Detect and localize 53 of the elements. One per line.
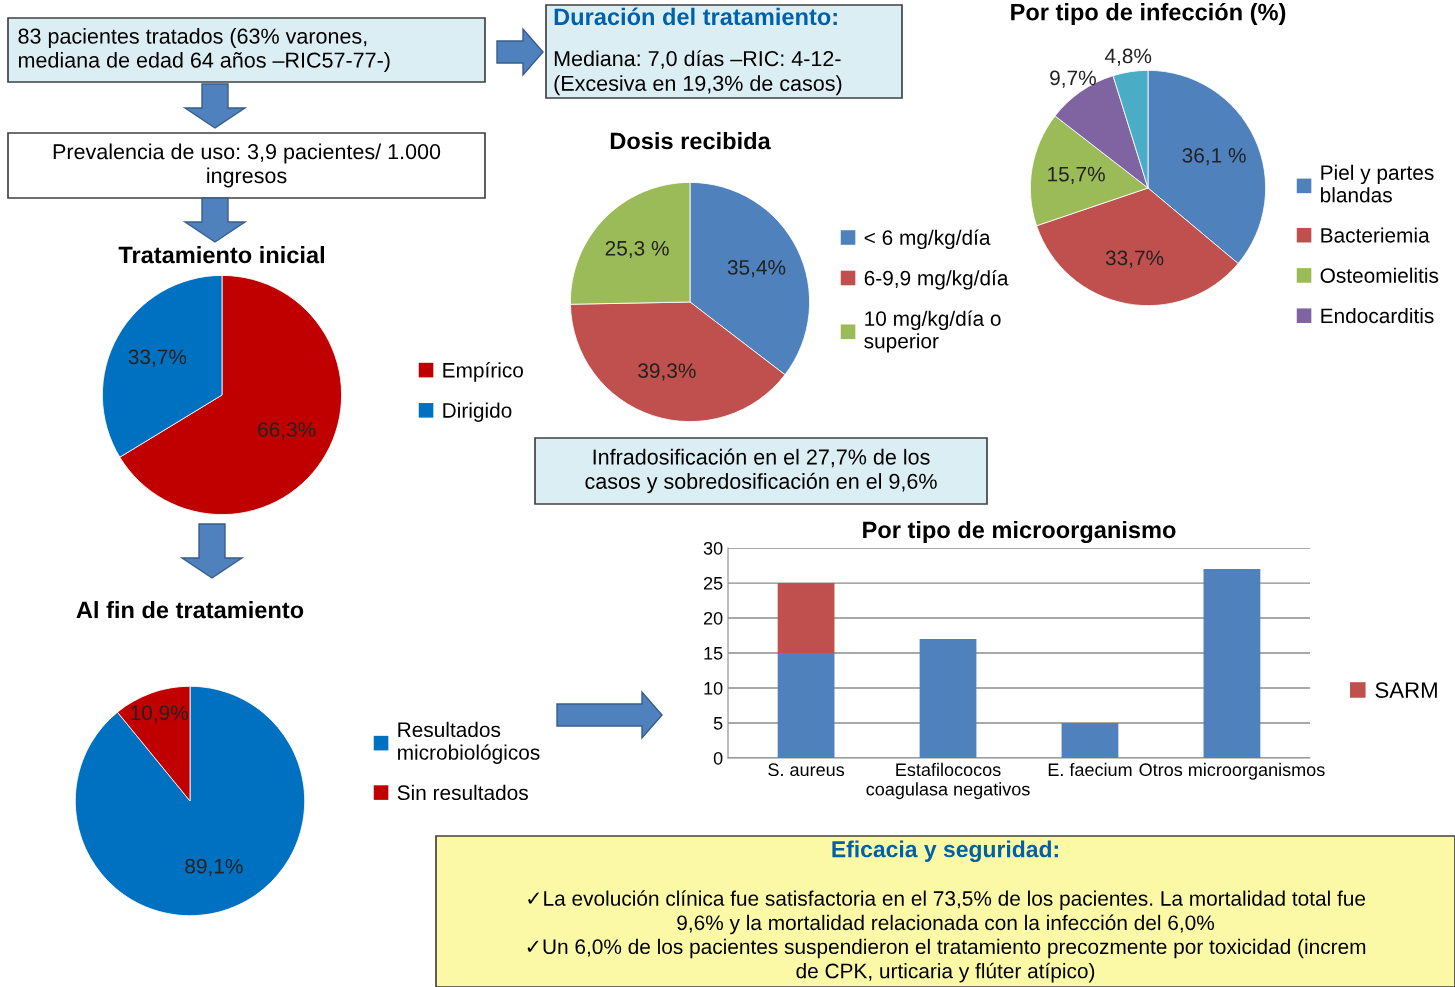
y-tick-label: 25 [703,576,723,590]
text: Mediana: 7,0 días –RIC: 4-12- (Excesiva en 19,3% de casos) [554,50,842,96]
bar [1061,723,1119,758]
text: Infradosificación en el 27,7% de los casos y sobredosificación en el 9,6% [585,448,937,494]
data-label: 10,9% [131,705,188,723]
text: Eficacia y seguridad: [832,840,1058,862]
y-tick-label: 0 [713,751,723,765]
data-label: 15,7% [1048,166,1105,184]
legend-label: Osteomielitis [1320,267,1439,283]
chart-title: Por tipo de infección (%) [1011,2,1286,26]
data-label: 33,7% [128,349,187,367]
data-label: 35,4% [727,260,786,278]
x-tick-label: E. faecium [1048,762,1132,777]
x-tick-label: Otros microorganismos [1139,762,1325,780]
legend-label: < 6 mg/kg/día [864,229,991,250]
data-label: 39,3% [638,363,696,381]
y-tick-label: 5 [713,717,723,730]
data-label: 89,1% [185,858,243,877]
pie-slice [74,685,306,917]
bar [777,653,835,758]
chart-title: Al fin de tratamiento [76,600,304,619]
chart-title: Dosis recibida [610,132,771,150]
legend-label: Piel y partes blandas [1321,164,1434,203]
data-label: 9,7% [1050,70,1096,88]
x-tick-label: S. aureus [768,763,845,777]
text: Prevalencia de uso: 3,9 pacientes/ 1.000 ingresos [53,143,441,188]
bar [919,639,977,758]
legend-label: Sin resultados [397,784,528,801]
text: Duración del tratamiento: [554,7,837,26]
data-label: 36,1 % [1182,147,1246,166]
text: ✓La evolución clínica fue satisfactoria en el 73,5% de los pacientes. La mortalidad total fue 9,6% y la mortalidad relacionada con la infección del 6,0% ✓Un 6,0% de los pacientes suspendieron el tratamiento precozmente por toxicidad (increm de CPK, urticaria y flúter atípico) [527,890,1366,983]
y-tick-label: 30 [703,541,723,555]
chart-title: Por tipo de microorganismo [863,520,1176,544]
y-tick-label: 15 [704,647,723,660]
data-label: 66,3% [258,422,316,440]
bar [777,583,835,653]
legend-label: Resultados microbiológicos [398,721,540,764]
legend-label: Dirigido [443,402,512,422]
data-label: 33,7% [1105,250,1164,268]
y-tick-label: 10 [704,681,723,695]
legend-label: Bacteriemia [1321,227,1430,243]
x-tick-label: Estafilococos coagulasa negativos [866,762,1030,800]
chart-title: Tratamiento inicial [118,246,324,264]
data-label: 4,8% [1104,48,1152,66]
legend-label: Empírico [443,362,523,382]
bar [1203,569,1261,758]
legend-label: Endocarditis [1321,307,1434,324]
data-label: 25,3 % [605,240,669,259]
y-tick-label: 20 [703,611,723,625]
legend-label: 10 mg/kg/día o superior [864,310,1001,353]
text: 83 pacientes tratados (63% varones, mediana de edad 64 años –RIC57-77-) [18,27,390,73]
legend-label: SARM [1375,682,1437,698]
legend-label: 6-9,9 mg/kg/día [864,269,1009,290]
